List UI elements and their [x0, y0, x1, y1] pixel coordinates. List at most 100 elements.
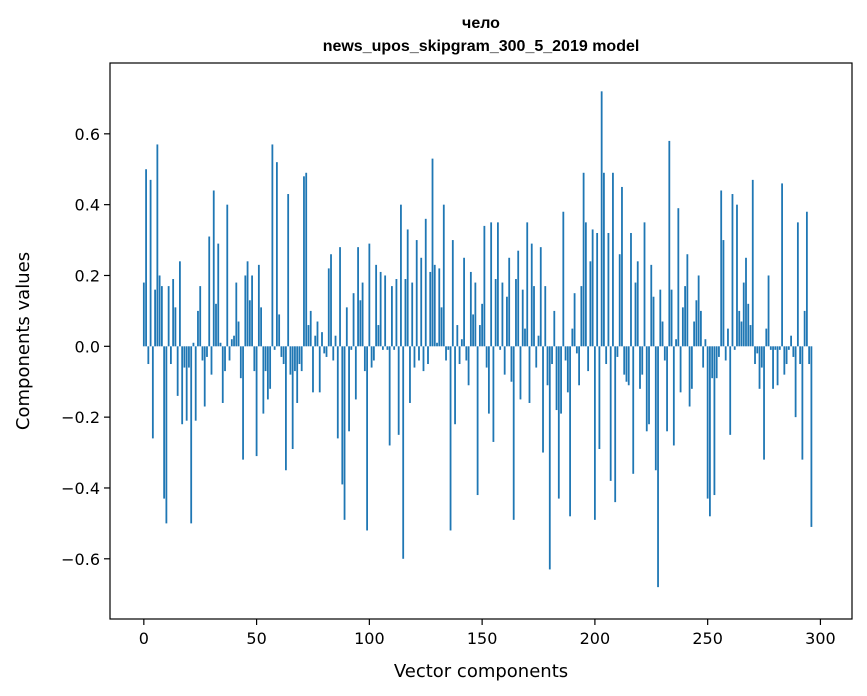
- x-tick-label: 250: [692, 629, 723, 648]
- bar: [515, 279, 517, 347]
- bar: [179, 261, 181, 347]
- bar: [460, 339, 463, 347]
- y-axis-label: Components values: [13, 252, 34, 430]
- bar: [323, 346, 326, 354]
- bar: [553, 310, 556, 347]
- bar: [352, 293, 355, 347]
- bar: [593, 346, 596, 520]
- bar: [510, 346, 513, 382]
- bar: [160, 286, 163, 347]
- bar: [158, 275, 161, 347]
- bar: [790, 335, 792, 347]
- bar: [612, 172, 614, 347]
- bar: [720, 190, 723, 347]
- bar: [575, 346, 578, 354]
- bar: [388, 346, 391, 446]
- bar: [571, 328, 574, 347]
- bar: [244, 275, 247, 347]
- bar: [230, 339, 233, 347]
- bar: [406, 229, 409, 347]
- x-axis-label: Vector components: [394, 661, 568, 682]
- bar: [303, 176, 305, 347]
- bar: [533, 286, 535, 347]
- bar: [269, 346, 272, 389]
- bar: [596, 232, 599, 347]
- bar: [413, 346, 416, 368]
- bar: [785, 346, 788, 365]
- bar: [769, 346, 772, 350]
- bar: [485, 346, 488, 368]
- bar: [724, 346, 727, 361]
- bar: [679, 346, 682, 393]
- bar: [657, 346, 659, 588]
- bar: [427, 346, 429, 365]
- bar: [415, 240, 418, 347]
- bar: [476, 346, 479, 496]
- bar: [296, 346, 299, 403]
- bar: [366, 346, 368, 531]
- bar: [747, 303, 750, 347]
- bar: [501, 282, 504, 347]
- bar: [648, 346, 650, 425]
- bar: [235, 282, 238, 347]
- bar: [686, 254, 689, 347]
- bar: [451, 240, 454, 347]
- y-tick-label: 0.4: [75, 196, 100, 215]
- bar: [499, 346, 502, 350]
- bar: [733, 346, 736, 350]
- bar: [370, 346, 373, 368]
- bar: [539, 247, 542, 347]
- bar: [528, 346, 531, 403]
- bar: [172, 279, 175, 347]
- bar: [715, 346, 718, 379]
- bar: [438, 268, 441, 347]
- x-tick-label: 50: [246, 629, 266, 648]
- bar: [226, 204, 229, 347]
- bar: [397, 346, 400, 435]
- bar: [253, 346, 256, 372]
- bar: [379, 271, 382, 347]
- bar: [600, 91, 603, 347]
- bar: [666, 346, 668, 432]
- bar: [257, 264, 260, 347]
- bar: [690, 346, 693, 389]
- bar: [183, 346, 186, 368]
- bar: [519, 346, 522, 400]
- bar: [400, 204, 402, 347]
- bar: [625, 346, 628, 382]
- bar: [718, 346, 720, 357]
- bar: [641, 346, 644, 375]
- bar: [702, 346, 705, 368]
- bar: [727, 328, 729, 347]
- bar: [681, 307, 684, 347]
- bar: [300, 346, 303, 372]
- bar: [210, 346, 213, 375]
- bar: [643, 222, 646, 347]
- bar: [494, 279, 497, 347]
- bar: [332, 346, 335, 361]
- bar: [530, 243, 533, 347]
- bar: [440, 307, 443, 347]
- bar: [609, 346, 612, 481]
- bar: [663, 346, 666, 361]
- bar: [467, 346, 470, 386]
- bar: [639, 346, 641, 389]
- bar: [402, 346, 405, 559]
- y-tick-label: 0.2: [75, 266, 100, 285]
- y-tick-label: −0.2: [61, 408, 100, 427]
- bar: [706, 346, 709, 499]
- bar: [215, 303, 217, 347]
- bar: [627, 346, 630, 386]
- bar: [334, 335, 337, 347]
- bar: [582, 172, 585, 347]
- bar: [634, 282, 637, 347]
- bar: [776, 346, 779, 386]
- bar: [474, 282, 477, 347]
- bar: [199, 286, 202, 347]
- bar: [573, 293, 576, 347]
- bar: [562, 211, 565, 347]
- bar: [564, 346, 567, 361]
- bar: [623, 346, 626, 375]
- bar: [185, 346, 188, 421]
- bar: [805, 211, 808, 347]
